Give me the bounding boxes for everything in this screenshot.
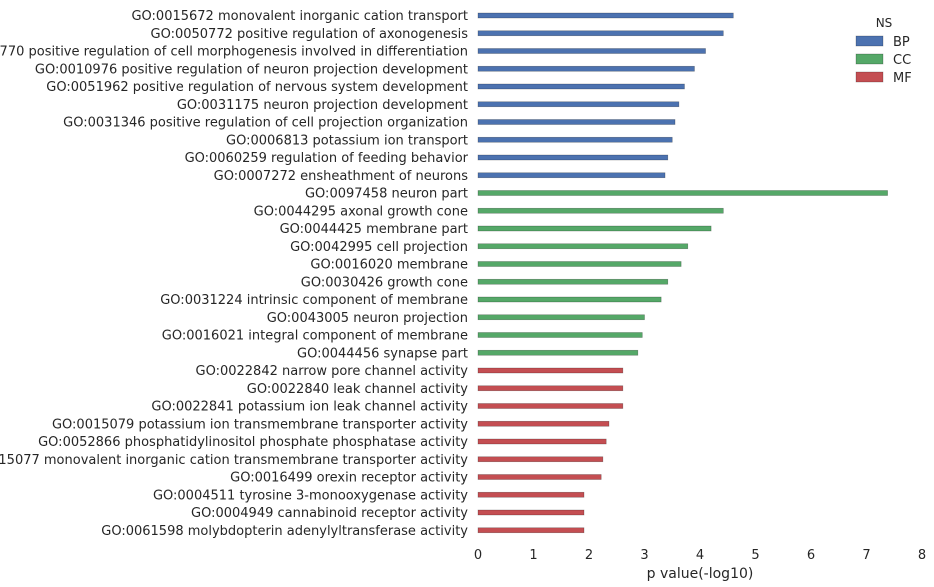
y-tick-label: GO:0097458 neuron part	[305, 187, 468, 202]
legend-label-bp: BP	[893, 35, 910, 50]
y-tick-label: GO:0022841 potassium ion leak channel ac…	[151, 400, 468, 415]
y-tick-label: GO:0043005 neuron projection	[267, 311, 468, 326]
y-tick-label: GO:0060259 regulation of feeding behavio…	[185, 151, 469, 166]
y-tick-label: GO:0004511 tyrosine 3-monooxygenase acti…	[153, 488, 468, 503]
y-tick-label: GO:0006813 potassium ion transport	[226, 133, 468, 148]
y-tick-label: GO:0044425 membrane part	[280, 222, 468, 237]
bar-mf-2	[477, 403, 624, 409]
x-tick-label: 4	[696, 548, 704, 563]
y-tick-label: GO:0044456 synapse part	[297, 346, 468, 361]
legend-label-cc: CC	[893, 53, 911, 68]
bar-bp-7	[477, 136, 673, 143]
y-tick-label: GO:0050772 positive regulation of axonog…	[151, 27, 469, 42]
bar-cc-7	[477, 314, 645, 321]
y-tick-label: GO:0051962 positive regulation of nervou…	[46, 80, 468, 95]
bar-mf-9	[477, 527, 585, 534]
legend-swatch-mf	[855, 71, 884, 83]
bar-cc-2	[477, 225, 712, 232]
y-tick-label: GO:0015672 monovalent inorganic cation t…	[131, 9, 468, 24]
y-tick-label: GO:0015077 monovalent inorganic cation t…	[0, 453, 468, 468]
y-tick-label: GO:0016021 integral component of membran…	[162, 329, 468, 344]
bar-bp-3	[477, 65, 695, 72]
bar-mf-3	[477, 420, 610, 427]
y-tick-label: GO:0042995 cell projection	[290, 240, 468, 255]
y-tick-label: GO:0016499 orexin receptor activity	[230, 471, 468, 486]
y-tick-label: GO:0031224 intrinsic component of membra…	[160, 293, 468, 308]
bar-mf-6	[477, 474, 602, 480]
bar-mf-0	[477, 367, 624, 374]
y-tick-label: GO:0061598 molybdopterin adenylyltransfe…	[101, 524, 468, 539]
x-tick-label: 8	[918, 548, 926, 563]
bar-mf-7	[477, 491, 585, 498]
y-tick-label: GO:0016020 membrane	[310, 258, 468, 273]
bar-cc-6	[477, 296, 662, 303]
bar-mf-1	[477, 385, 624, 392]
legend-label-mf: MF	[893, 71, 912, 86]
bar-bp-6	[477, 119, 676, 125]
x-tick-label: 1	[529, 548, 537, 563]
bar-cc-8	[477, 332, 643, 338]
bar-cc-3	[477, 243, 689, 250]
y-tick-label: GO:0031175 neuron projection development	[177, 98, 468, 113]
x-tick-labels: 0 1 2 3 4 5 6 7 8	[474, 548, 926, 563]
bar-bp-4	[477, 83, 685, 90]
y-tick-label: GO:0031346 positive regulation of cell p…	[63, 116, 468, 131]
legend-items: BP CC MF	[855, 35, 912, 86]
bar-mf-8	[477, 509, 585, 516]
bar-cc-1	[477, 207, 724, 214]
bar-mf-4	[477, 438, 607, 445]
bar-bp-9	[477, 172, 666, 179]
bar-bp-0	[477, 12, 734, 19]
bar-cc-0	[477, 190, 888, 196]
bar-bp-8	[477, 154, 669, 161]
y-tick-labels: GO:0015672 monovalent inorganic cation t…	[0, 9, 469, 539]
y-tick-label: GO:0022840 leak channel activity	[247, 382, 469, 397]
x-tick-label: 6	[807, 548, 815, 563]
bar-mf-5	[477, 456, 604, 463]
y-tick-label: GO:0010976 positive regulation of neuron…	[35, 62, 468, 77]
bar-bp-5	[477, 101, 680, 108]
y-tick-label: GO:0004949 cannabinoid receptor activity	[191, 506, 468, 521]
bar-bp-2	[477, 48, 706, 54]
bar-cc-5	[477, 278, 669, 285]
x-tick-label: 0	[474, 548, 482, 563]
y-tick-label: GO:0052866 phosphatidylinositol phosphat…	[38, 435, 468, 450]
y-tick-label: GO:0015079 potassium ion transmembrane t…	[52, 417, 468, 432]
y-tick-label: GO:0010770 positive regulation of cell m…	[0, 45, 468, 60]
bar-cc-9	[477, 349, 639, 356]
legend-swatch-bp	[855, 35, 884, 47]
x-tick-label: 7	[862, 548, 870, 563]
legend-title: NS	[876, 16, 893, 30]
y-tick-label: GO:0022842 narrow pore channel activity	[196, 364, 469, 379]
y-tick-label: GO:0030426 growth cone	[301, 275, 468, 290]
x-tick-label: 5	[751, 548, 759, 563]
x-tick-label: 3	[640, 548, 648, 563]
y-tick-label: GO:0044295 axonal growth cone	[254, 204, 468, 219]
bars-group	[477, 12, 888, 534]
bar-bp-1	[477, 30, 724, 37]
legend: NS BP CC MF	[855, 16, 912, 86]
bar-cc-4	[477, 261, 682, 267]
legend-swatch-cc	[855, 53, 884, 65]
x-axis-label: p value(-log10)	[647, 566, 754, 582]
x-tick-label: 2	[585, 548, 593, 563]
y-tick-label: GO:0007272 ensheathment of neurons	[214, 169, 469, 184]
